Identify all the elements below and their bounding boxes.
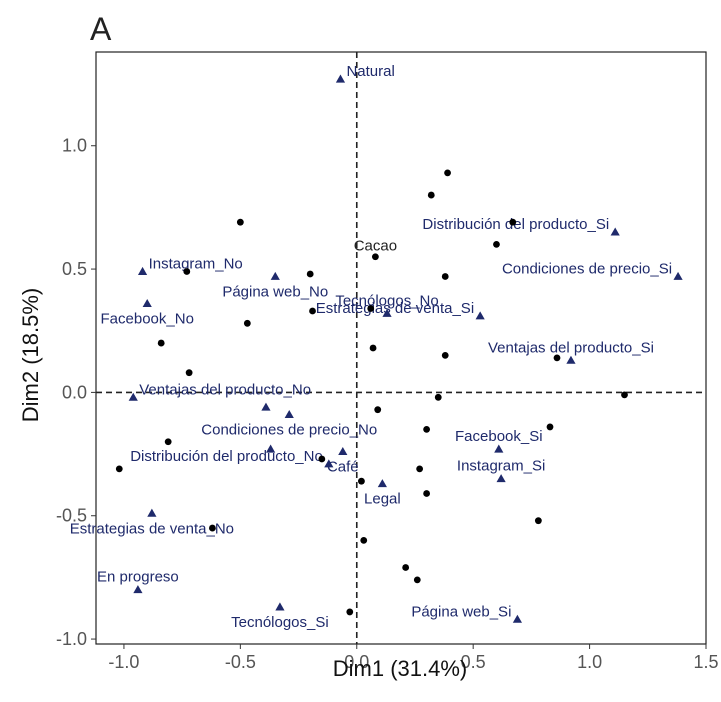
individual-point xyxy=(367,305,375,312)
individual-point xyxy=(183,268,191,275)
category-label: Ventajas del producto_Si xyxy=(488,339,654,356)
category-label: Distribución del producto_Si xyxy=(422,216,609,233)
individual-point xyxy=(413,576,421,584)
individual-point xyxy=(509,218,517,226)
x-tick-label: 1.5 xyxy=(693,652,718,672)
individual-point xyxy=(236,218,244,226)
category-label: Facebook_Si xyxy=(455,428,543,445)
category-label: Condiciones de precio_No xyxy=(201,422,377,439)
y-tick-label: 0.5 xyxy=(62,259,87,279)
individual-point xyxy=(306,270,314,278)
category-label: Tecnólogos_No xyxy=(335,292,438,309)
x-axis-title: Dim1 (31.4%) xyxy=(333,656,467,681)
individual-point xyxy=(346,608,354,616)
category-label: Distribución del producto_No xyxy=(130,448,323,465)
category-point xyxy=(512,614,523,623)
individual-point xyxy=(360,537,368,544)
category-label: Condiciones de precio_Si xyxy=(502,260,672,277)
category-point xyxy=(261,402,271,411)
individual-point xyxy=(546,423,554,431)
category-label: Estrategias de venta_Si xyxy=(316,300,474,317)
category-point xyxy=(377,479,387,488)
category-point xyxy=(137,266,148,275)
category-point xyxy=(284,410,294,419)
y-tick-label: 1.0 xyxy=(62,136,87,156)
plot-area: -1.0 -0.5 0.0 0.5 1.0 1.5 -1.0 -0.5 0.0 0.5 1.0 Nat… xyxy=(56,51,719,672)
individual-point xyxy=(358,477,365,485)
category-point xyxy=(382,308,392,317)
individual-point xyxy=(416,465,424,473)
category-point xyxy=(338,447,348,456)
individual-point xyxy=(164,438,172,446)
y-tick-label: -0.5 xyxy=(56,506,87,526)
individual-point xyxy=(243,319,251,327)
individual-point xyxy=(374,406,382,414)
plot-frame xyxy=(95,51,707,645)
category-label: Instagram_Si xyxy=(457,458,545,475)
individual-point xyxy=(423,490,431,497)
category-label: Facebook_No xyxy=(101,311,194,328)
category-point xyxy=(335,74,346,83)
individual-point xyxy=(441,273,449,280)
individual-point xyxy=(423,426,431,433)
individual-point xyxy=(427,191,435,199)
category-label: Instagram_No xyxy=(149,256,243,273)
individual-point xyxy=(115,465,123,473)
y-tick-label: 0.0 xyxy=(62,382,87,402)
category-label: En progreso xyxy=(97,569,179,586)
x-tick-label: 0.0 xyxy=(344,652,369,672)
category-point xyxy=(673,271,683,280)
category-label: Página web_No xyxy=(222,283,328,300)
category-point xyxy=(142,299,152,308)
y-axis-title: Dim2 (18.5%) xyxy=(18,288,43,422)
category-label: Legal xyxy=(364,491,401,508)
category-point xyxy=(566,355,576,364)
category-point xyxy=(494,444,504,453)
category-label: Estrategias de venta_No xyxy=(70,520,234,537)
x-tick-label: 1.0 xyxy=(577,652,602,672)
category-label: Ventajas del producto_No xyxy=(139,381,311,398)
category-label: Tecnólogos_Si xyxy=(231,614,329,631)
individual-point xyxy=(157,339,165,347)
category-point xyxy=(133,585,143,594)
individual-point xyxy=(621,391,628,399)
panel-letter: A xyxy=(90,11,112,47)
category-label: Natural xyxy=(346,63,394,80)
category-label: Café xyxy=(327,459,359,476)
category-label: Página web_Si xyxy=(411,603,511,620)
individual-point xyxy=(371,253,379,261)
individual-point xyxy=(441,352,449,359)
individual-point xyxy=(493,241,500,248)
category-point xyxy=(610,227,620,236)
category-point xyxy=(128,392,138,401)
individual-point xyxy=(185,369,193,377)
individual-point xyxy=(309,307,316,315)
category-point xyxy=(270,271,280,280)
individual-point xyxy=(402,564,410,571)
individual-point xyxy=(318,455,326,463)
y-tick-label: -1.0 xyxy=(56,629,87,649)
individual-point xyxy=(553,354,561,362)
individual-point xyxy=(209,524,216,532)
individual-label: Cacao xyxy=(354,238,397,255)
x-tick-label: 0.5 xyxy=(461,652,486,672)
individual-point xyxy=(444,169,451,177)
individual-point xyxy=(369,344,377,352)
category-point xyxy=(147,508,157,517)
x-tick-label: -1.0 xyxy=(108,652,139,672)
category-point xyxy=(275,602,285,611)
category-point xyxy=(475,311,485,320)
individual-point xyxy=(534,517,542,525)
category-point xyxy=(324,459,334,468)
category-point xyxy=(266,444,276,453)
individual-point xyxy=(434,393,442,401)
category-point xyxy=(496,474,506,483)
x-tick-label: -0.5 xyxy=(225,652,256,672)
